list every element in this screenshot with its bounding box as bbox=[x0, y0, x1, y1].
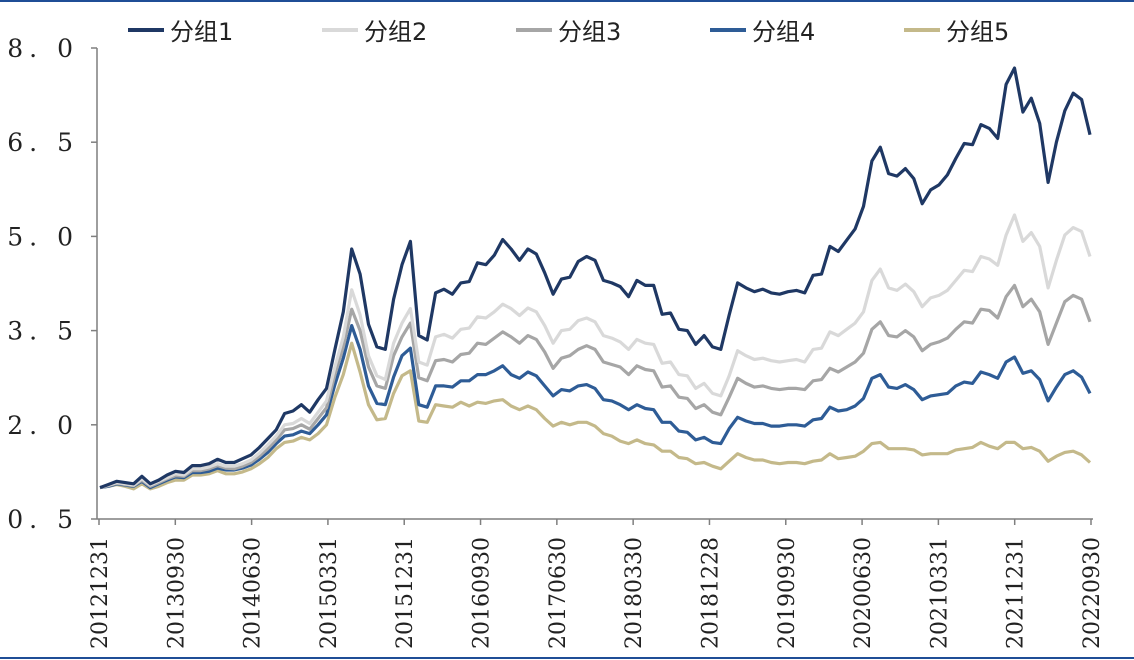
y-tick-label: 8. 0 bbox=[7, 34, 79, 63]
x-tick-label: 20200630 bbox=[851, 537, 876, 649]
legend-label-3: 分组3 bbox=[558, 18, 622, 46]
top-border bbox=[0, 0, 1134, 2]
legend-label-2: 分组2 bbox=[364, 18, 428, 46]
series-line-3 bbox=[99, 283, 1092, 490]
series-line-5 bbox=[99, 341, 1092, 491]
x-tick-label: 20170630 bbox=[546, 537, 571, 649]
legend-item-5: 分组5 bbox=[904, 12, 1098, 47]
y-tick-label: 3. 5 bbox=[7, 317, 79, 346]
bottom-border bbox=[0, 657, 1134, 659]
x-tick-label: 20190930 bbox=[775, 537, 800, 649]
x-tick-label: 20180330 bbox=[622, 537, 647, 649]
x-tick-label: 20220930 bbox=[1080, 537, 1105, 649]
y-tick-label: 6. 5 bbox=[7, 128, 79, 157]
legend-swatch-1 bbox=[128, 27, 164, 32]
legend-item-2: 分组2 bbox=[322, 12, 516, 47]
legend-item-3: 分组3 bbox=[516, 12, 710, 47]
x-tick-label: 20181228 bbox=[698, 537, 723, 649]
legend-label-4: 分组4 bbox=[752, 18, 816, 46]
legend-label-5: 分组5 bbox=[946, 18, 1010, 46]
series-line-4 bbox=[99, 324, 1092, 490]
legend-swatch-4 bbox=[710, 27, 746, 32]
legend-swatch-5 bbox=[904, 27, 940, 32]
legend-swatch-3 bbox=[516, 27, 552, 32]
series-line-2 bbox=[99, 213, 1092, 490]
x-tick-label: 20130930 bbox=[164, 537, 189, 649]
x-tick-label: 20151231 bbox=[393, 537, 418, 649]
y-tick-label: 2. 0 bbox=[7, 411, 79, 440]
x-tick-label: 20150331 bbox=[317, 537, 342, 649]
legend: 分组1 分组2 分组3 分组4 分组5 bbox=[128, 12, 1098, 47]
series-line-1 bbox=[99, 66, 1092, 490]
x-tick-label: 20211231 bbox=[1004, 537, 1029, 649]
legend-item-1: 分组1 bbox=[128, 12, 322, 47]
legend-swatch-2 bbox=[322, 27, 358, 32]
x-tick-label: 20210331 bbox=[927, 537, 952, 649]
legend-label-1: 分组1 bbox=[170, 18, 234, 46]
legend-item-4: 分组4 bbox=[710, 12, 904, 47]
x-tick-label: 20140630 bbox=[241, 537, 266, 649]
y-tick-label: 5. 0 bbox=[7, 222, 79, 251]
y-tick-label: 0. 5 bbox=[7, 505, 79, 534]
x-tick-label: 20121231 bbox=[88, 537, 113, 649]
x-tick-label: 20160930 bbox=[470, 537, 495, 649]
